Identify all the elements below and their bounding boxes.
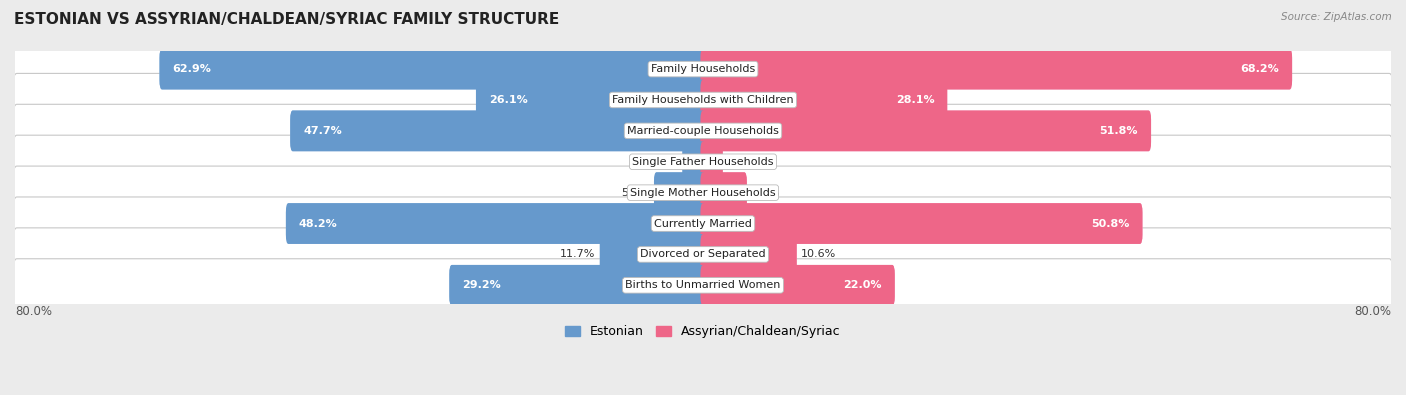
- Text: 4.8%: 4.8%: [751, 188, 780, 198]
- Text: Source: ZipAtlas.com: Source: ZipAtlas.com: [1281, 12, 1392, 22]
- FancyBboxPatch shape: [290, 111, 706, 151]
- FancyBboxPatch shape: [450, 265, 706, 306]
- Text: 62.9%: 62.9%: [173, 64, 211, 74]
- Text: Family Households with Children: Family Households with Children: [612, 95, 794, 105]
- FancyBboxPatch shape: [700, 172, 747, 213]
- FancyBboxPatch shape: [285, 203, 706, 244]
- Text: 11.7%: 11.7%: [560, 249, 596, 260]
- FancyBboxPatch shape: [159, 49, 706, 90]
- Text: Single Father Households: Single Father Households: [633, 157, 773, 167]
- Text: 10.6%: 10.6%: [801, 249, 837, 260]
- FancyBboxPatch shape: [13, 197, 1393, 250]
- Text: 2.0%: 2.0%: [727, 157, 755, 167]
- Text: 2.1%: 2.1%: [650, 157, 678, 167]
- FancyBboxPatch shape: [477, 79, 706, 120]
- Text: Family Households: Family Households: [651, 64, 755, 74]
- Text: 48.2%: 48.2%: [299, 218, 337, 229]
- FancyBboxPatch shape: [700, 141, 723, 182]
- Text: 47.7%: 47.7%: [304, 126, 342, 136]
- Text: 29.2%: 29.2%: [463, 280, 501, 290]
- FancyBboxPatch shape: [700, 111, 1152, 151]
- FancyBboxPatch shape: [159, 49, 706, 90]
- FancyBboxPatch shape: [700, 234, 797, 275]
- FancyBboxPatch shape: [13, 259, 1393, 312]
- FancyBboxPatch shape: [654, 172, 706, 213]
- FancyBboxPatch shape: [450, 265, 706, 306]
- Text: Births to Unmarried Women: Births to Unmarried Women: [626, 280, 780, 290]
- Text: Currently Married: Currently Married: [654, 218, 752, 229]
- FancyBboxPatch shape: [654, 172, 706, 213]
- FancyBboxPatch shape: [13, 135, 1393, 188]
- FancyBboxPatch shape: [700, 79, 948, 120]
- FancyBboxPatch shape: [285, 203, 706, 244]
- Legend: Estonian, Assyrian/Chaldean/Syriac: Estonian, Assyrian/Chaldean/Syriac: [560, 320, 846, 343]
- FancyBboxPatch shape: [700, 265, 894, 306]
- FancyBboxPatch shape: [700, 234, 797, 275]
- FancyBboxPatch shape: [700, 141, 723, 182]
- Text: 51.8%: 51.8%: [1099, 126, 1139, 136]
- FancyBboxPatch shape: [682, 141, 706, 182]
- FancyBboxPatch shape: [700, 49, 1292, 90]
- FancyBboxPatch shape: [700, 79, 948, 120]
- FancyBboxPatch shape: [700, 49, 1292, 90]
- Text: ESTONIAN VS ASSYRIAN/CHALDEAN/SYRIAC FAMILY STRUCTURE: ESTONIAN VS ASSYRIAN/CHALDEAN/SYRIAC FAM…: [14, 12, 560, 27]
- Text: 22.0%: 22.0%: [844, 280, 882, 290]
- Text: Married-couple Households: Married-couple Households: [627, 126, 779, 136]
- FancyBboxPatch shape: [290, 111, 706, 151]
- FancyBboxPatch shape: [13, 43, 1393, 96]
- FancyBboxPatch shape: [700, 203, 1143, 244]
- FancyBboxPatch shape: [700, 265, 894, 306]
- FancyBboxPatch shape: [13, 166, 1393, 219]
- FancyBboxPatch shape: [13, 104, 1393, 158]
- Text: 26.1%: 26.1%: [489, 95, 527, 105]
- Text: 80.0%: 80.0%: [15, 305, 52, 318]
- Text: 80.0%: 80.0%: [1354, 305, 1391, 318]
- Text: 28.1%: 28.1%: [896, 95, 935, 105]
- FancyBboxPatch shape: [13, 73, 1393, 126]
- FancyBboxPatch shape: [13, 228, 1393, 281]
- Text: Divorced or Separated: Divorced or Separated: [640, 249, 766, 260]
- FancyBboxPatch shape: [600, 234, 706, 275]
- Text: 50.8%: 50.8%: [1091, 218, 1129, 229]
- Text: 68.2%: 68.2%: [1240, 64, 1279, 74]
- FancyBboxPatch shape: [477, 79, 706, 120]
- Text: Single Mother Households: Single Mother Households: [630, 188, 776, 198]
- FancyBboxPatch shape: [700, 172, 747, 213]
- FancyBboxPatch shape: [700, 111, 1152, 151]
- Text: 5.4%: 5.4%: [621, 188, 650, 198]
- FancyBboxPatch shape: [700, 203, 1143, 244]
- FancyBboxPatch shape: [682, 141, 706, 182]
- FancyBboxPatch shape: [600, 234, 706, 275]
